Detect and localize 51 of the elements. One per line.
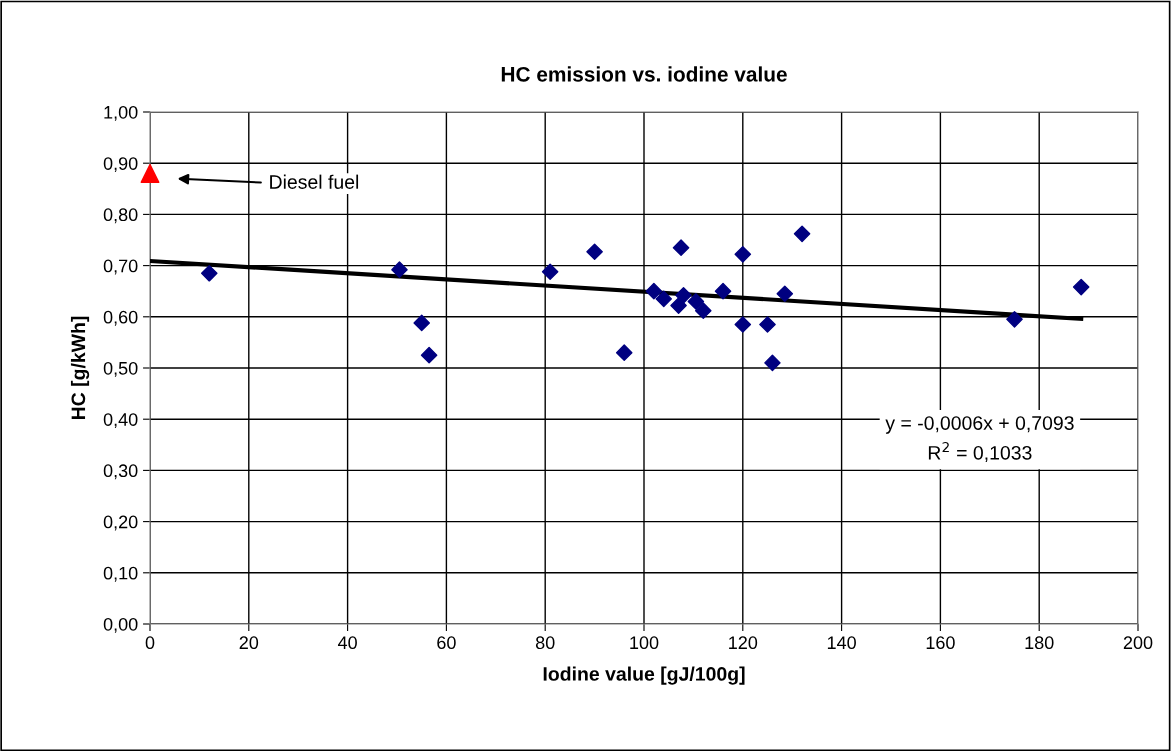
point xyxy=(672,239,690,256)
point xyxy=(694,302,712,319)
annotation: y = -0,0006x + 0,7093 R$^{2}$ = 0,1033 xyxy=(885,416,1074,463)
point xyxy=(541,263,559,281)
y-tick-label: 1,00 xyxy=(104,105,138,121)
x-tick-label: 100 xyxy=(630,636,659,650)
point xyxy=(586,243,603,261)
point xyxy=(200,264,218,282)
x-tick-label: 200 xyxy=(1123,636,1153,650)
point xyxy=(793,225,811,243)
y-tick-label: 0,30 xyxy=(103,464,138,480)
y-tick-label: 0,00 xyxy=(103,617,138,633)
x-tick-label: 160 xyxy=(926,636,955,650)
point xyxy=(645,282,663,300)
point xyxy=(764,354,781,372)
x-tick-label: 80 xyxy=(535,636,555,650)
point xyxy=(413,314,431,332)
x-tick-label: 60 xyxy=(437,636,456,650)
x-tick-label: 20 xyxy=(239,636,259,650)
x-tick-label: 0 xyxy=(145,636,155,650)
y-tick-label: 0,80 xyxy=(103,208,138,224)
y-tick-label: 0,40 xyxy=(103,413,138,429)
point xyxy=(140,163,160,183)
point xyxy=(615,344,633,361)
y-axis-title: HC [g/kWh] xyxy=(70,316,90,420)
point xyxy=(1072,278,1090,296)
point xyxy=(734,316,752,333)
point xyxy=(776,285,794,303)
x-tick-label: 140 xyxy=(827,636,856,650)
point xyxy=(391,261,408,278)
point xyxy=(655,290,673,308)
x-tick-label: 180 xyxy=(1025,636,1054,650)
y-tick-label: 0,50 xyxy=(103,361,138,377)
point xyxy=(734,246,752,263)
point xyxy=(687,293,705,310)
x-tick-label: 40 xyxy=(337,636,357,650)
point xyxy=(714,282,732,300)
point xyxy=(759,316,776,333)
point xyxy=(675,286,692,304)
y-tick-label: 0,90 xyxy=(103,157,138,173)
x-axis-title: Iodine value [gJ/100g] xyxy=(543,666,745,685)
y-tick-label: 0,70 xyxy=(103,259,138,275)
point xyxy=(420,346,438,364)
y-tick-label: 0,20 xyxy=(103,515,138,531)
y-tick-label: 0,60 xyxy=(103,310,138,326)
annotation: Diesel fuel xyxy=(270,174,359,189)
chart-title: HC emission vs. iodine value xyxy=(501,66,787,82)
x-tick-label: 120 xyxy=(729,636,758,650)
y-tick-label: 0,10 xyxy=(103,566,138,582)
point xyxy=(670,297,687,314)
point xyxy=(1006,311,1023,328)
